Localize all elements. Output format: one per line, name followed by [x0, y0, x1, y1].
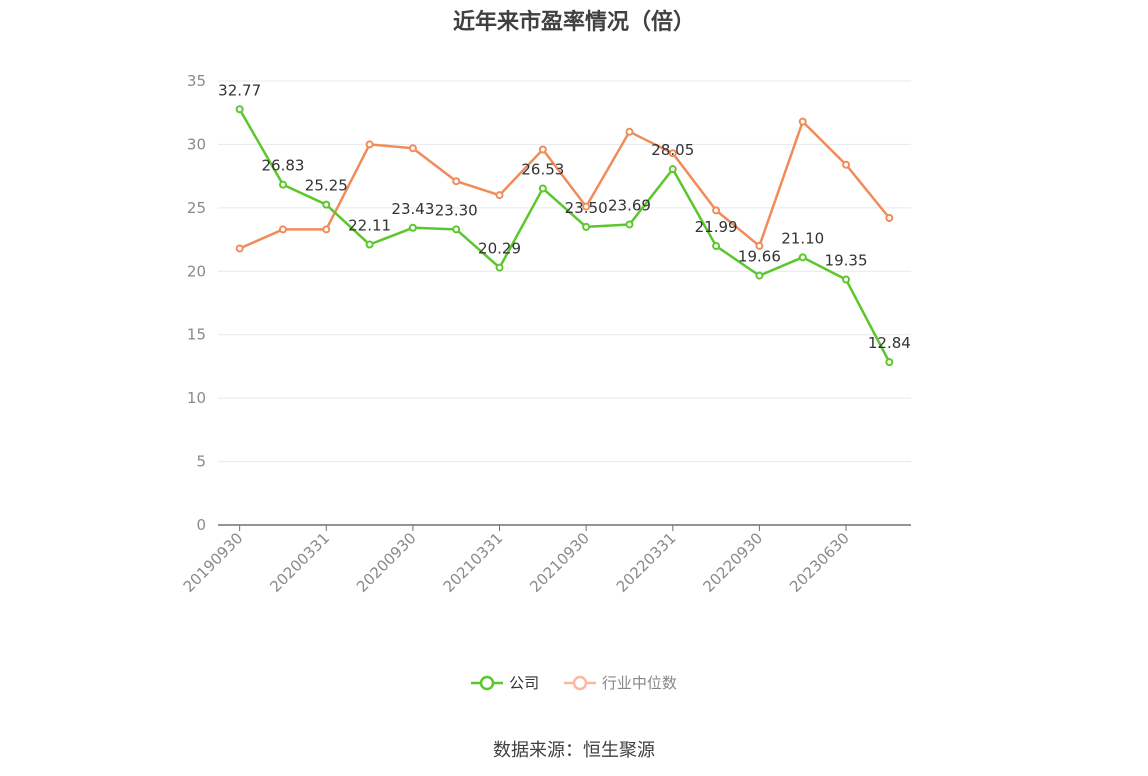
y-tick-label: 0 [196, 516, 206, 534]
data-point [755, 271, 764, 280]
data-label: 19.35 [825, 252, 868, 270]
data-label: 23.50 [565, 199, 608, 217]
x-tick-label: 20220930 [700, 529, 767, 596]
data-point [798, 117, 807, 126]
data-point [885, 358, 894, 367]
legend-label: 公司 [509, 674, 540, 692]
data-label: 12.84 [868, 334, 911, 352]
data-label: 23.69 [608, 196, 651, 214]
y-tick-label: 15 [187, 326, 206, 344]
data-point [278, 225, 287, 234]
data-label: 25.25 [305, 177, 348, 195]
data-point [668, 165, 677, 174]
data-label: 20.29 [478, 240, 521, 258]
y-tick-label: 35 [187, 72, 206, 90]
x-tick-label: 20230630 [786, 529, 853, 596]
chart-title: 近年来市盈率情况（倍） [452, 10, 695, 35]
x-tick-label: 20190930 [180, 529, 247, 596]
x-tick-label: 20210930 [526, 529, 593, 596]
data-label: 21.99 [695, 218, 738, 236]
data-point [625, 220, 634, 229]
series-layer [235, 105, 894, 367]
data-point [278, 180, 287, 189]
x-tick-label: 20210331 [440, 529, 507, 596]
data-point [322, 225, 331, 234]
legend-line-icon [471, 675, 504, 690]
series-line-0 [238, 108, 891, 363]
data-point [885, 214, 894, 223]
data-point [322, 200, 331, 209]
x-tick-label: 20220331 [613, 529, 680, 596]
legend-item-company[interactable]: 公司 [471, 672, 539, 693]
data-point [538, 184, 547, 193]
data-point [625, 127, 634, 136]
data-point [755, 241, 764, 250]
legend-item-industry-median[interactable]: 行业中位数 [563, 672, 677, 693]
source-note: 数据来源：恒生聚源 [493, 740, 655, 761]
data-label: 23.43 [391, 200, 434, 218]
data-point [365, 240, 374, 249]
data-label: 23.30 [435, 201, 478, 219]
data-point [408, 223, 417, 232]
data-label: 22.11 [348, 217, 391, 235]
data-label: 19.66 [738, 248, 781, 266]
data-point [452, 225, 461, 234]
data-label: 26.83 [261, 157, 304, 175]
legend-label: 行业中位数 [601, 674, 677, 692]
data-point [452, 177, 461, 186]
data-point [235, 244, 244, 253]
data-point [668, 149, 677, 158]
y-tick-label: 30 [187, 135, 206, 153]
x-tick-label: 20200930 [353, 529, 420, 596]
data-point [712, 206, 721, 215]
data-label: 21.10 [781, 229, 824, 247]
data-point [798, 253, 807, 262]
data-point [538, 145, 547, 154]
data-point [408, 144, 417, 153]
data-point [582, 222, 591, 231]
y-tick-label: 25 [187, 199, 206, 217]
data-point [235, 105, 244, 114]
data-label: 26.53 [521, 160, 564, 178]
y-tick-label: 5 [196, 453, 206, 471]
data-label: 28.05 [651, 141, 694, 159]
x-tick-label: 20200331 [266, 529, 333, 596]
y-tick-label: 10 [187, 389, 206, 407]
data-point [365, 140, 374, 149]
data-point [712, 242, 721, 251]
data-label: 32.77 [218, 81, 261, 99]
grid-layer [218, 80, 911, 463]
legend-line-icon [563, 675, 596, 690]
y-tick-label: 20 [187, 262, 206, 280]
series-line-1 [239, 120, 891, 250]
data-point [842, 160, 851, 169]
legend: 公司 行业中位数 [0, 672, 1148, 695]
data-point [495, 191, 504, 200]
data-point [842, 275, 851, 284]
data-point [582, 202, 591, 211]
data-point [495, 263, 504, 272]
